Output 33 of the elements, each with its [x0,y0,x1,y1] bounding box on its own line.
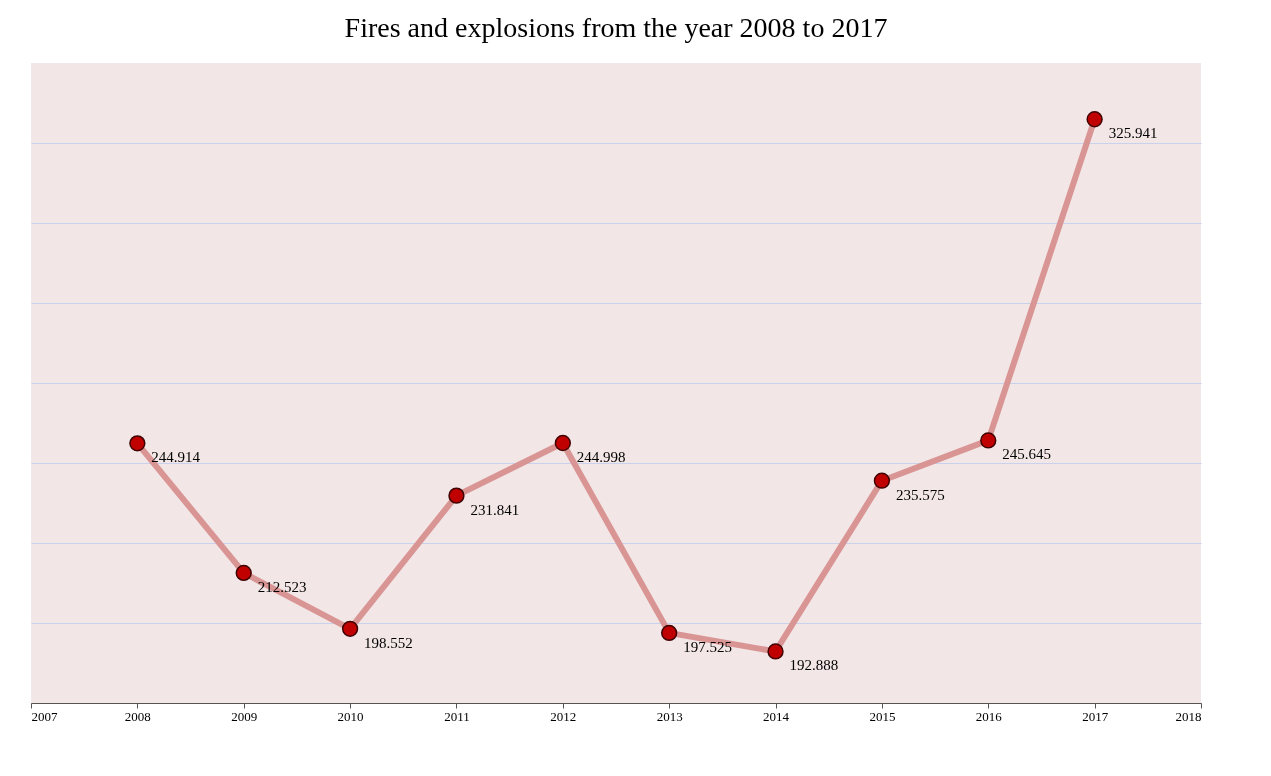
x-tick-label: 2007 [31,708,58,724]
point [129,435,146,452]
x-tick-label: 2013 [656,708,683,724]
point [980,432,997,449]
data-label: 192.888 [789,657,839,674]
data-label: 244.998 [576,449,626,466]
data-label: 198.552 [364,634,413,651]
x-tick-label: 2011 [444,708,470,724]
data-label: 245.645 [1002,446,1052,463]
data-label: 197.525 [683,638,732,655]
x-tick-label: 2008 [124,708,151,724]
data-label: 231.841 [470,501,520,518]
point [554,434,571,452]
point [767,643,784,660]
data-label: 212.523 [257,578,307,595]
data-label: 244.914 [151,449,201,466]
x-tick-label: 2012 [550,708,577,724]
x-tick-label: 2016 [975,708,1003,724]
x-tick-label: 2017 [1082,708,1109,724]
x-tick-label: 2015 [869,708,896,724]
chart-title: Fires and explosions from the year 2008 to 2017 [344,12,888,43]
x-tick-label: 2009 [231,708,258,724]
point [661,624,678,642]
x-tick-label: 2018 [1175,708,1202,724]
data-label: 325.941 [1108,125,1158,142]
data-label: 235.575 [895,486,945,503]
point [448,487,465,504]
point [873,472,891,489]
x-tick-label: 2014 [763,708,790,724]
point [341,620,359,637]
point [1086,111,1103,128]
x-tick-label: 2010 [337,708,364,724]
point [235,564,252,582]
